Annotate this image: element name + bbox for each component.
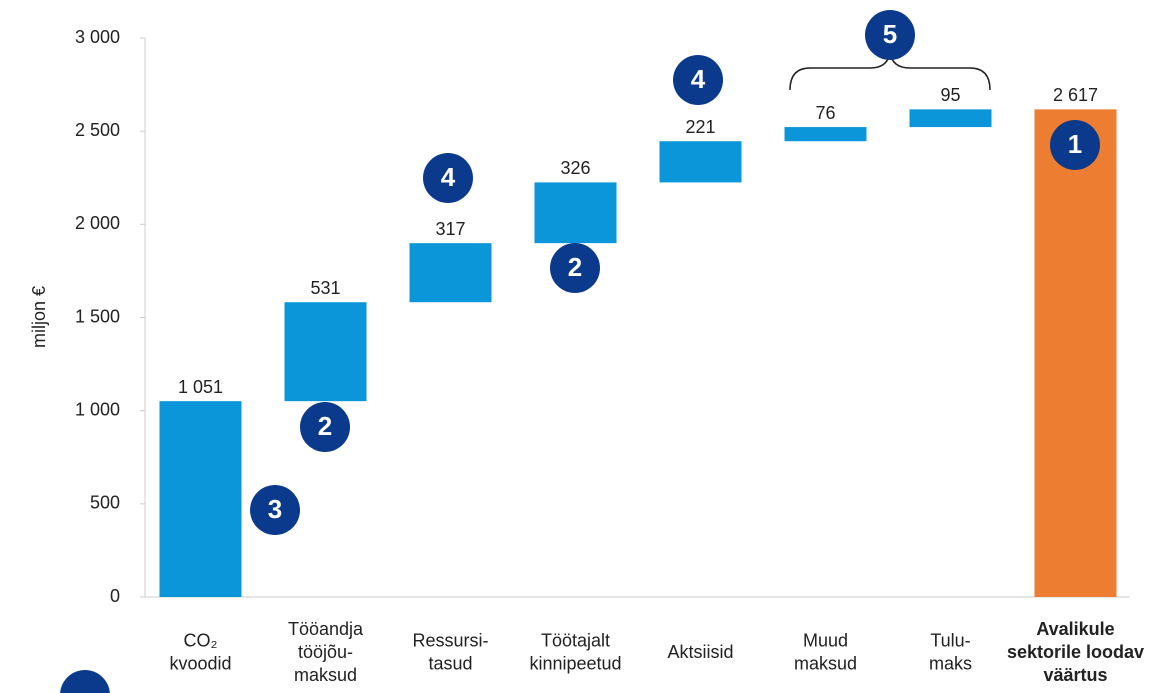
value-label: 76 [815, 103, 835, 123]
bar [909, 109, 992, 128]
badge-number: 2 [568, 252, 582, 282]
x-tick-label: Avalikule sektorile loodav väärtus [1007, 619, 1144, 685]
x-tick-label: Ressursi-tasud [412, 630, 488, 673]
y-axis-label: miljon € [29, 286, 49, 348]
bar [534, 182, 617, 244]
y-tick-label: 0 [110, 586, 120, 606]
y-tick-label: 500 [90, 493, 120, 513]
x-tick-label: CO₂ kvoodid [169, 630, 231, 673]
badge-number: 4 [441, 162, 456, 192]
badge [550, 243, 600, 293]
value-label: 221 [685, 117, 715, 137]
badge [300, 402, 350, 452]
bar [784, 127, 867, 142]
badge-number: 5 [883, 19, 897, 49]
badge [865, 10, 915, 60]
value-label: 2 617 [1053, 85, 1098, 105]
y-tick-label: 2 000 [75, 213, 120, 233]
badge-number: 1 [1068, 129, 1082, 159]
value-label: 317 [435, 219, 465, 239]
badge-number: 2 [318, 411, 332, 441]
bar [159, 401, 242, 597]
badge [250, 485, 300, 535]
badge-number: 3 [268, 494, 282, 524]
badge [60, 670, 110, 693]
badge [423, 153, 473, 203]
value-label: 95 [940, 85, 960, 105]
x-tick-label: Töötajalt kinnipeetud [529, 630, 621, 673]
value-label: 531 [310, 278, 340, 298]
badge-number: 4 [691, 64, 706, 94]
x-tick-label: Tulu-maks [929, 630, 972, 673]
badge [673, 55, 723, 105]
y-tick-label: 1 000 [75, 399, 120, 419]
bar [1034, 109, 1117, 598]
x-tick-label: Muud maksud [794, 630, 857, 673]
bar [284, 302, 367, 402]
x-tick-label: Tööandja tööjõu-maksud [288, 619, 364, 685]
value-label: 326 [560, 158, 590, 178]
bar [409, 243, 492, 303]
y-tick-label: 2 500 [75, 120, 120, 140]
badge [1050, 120, 1100, 170]
y-tick-label: 3 000 [75, 27, 120, 47]
y-tick-label: 1 500 [75, 306, 120, 326]
bar [659, 141, 742, 183]
x-tick-label: Aktsiisid [667, 642, 733, 662]
value-label: 1 051 [178, 377, 223, 397]
